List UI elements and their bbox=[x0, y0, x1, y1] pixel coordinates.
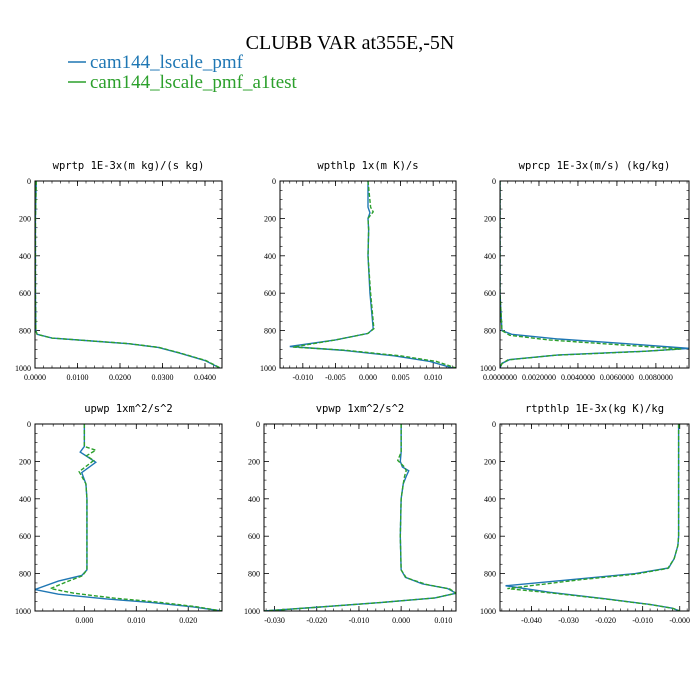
x-tick-label: -0.010 bbox=[292, 373, 313, 382]
y-tick-label: 1000 bbox=[480, 364, 496, 373]
series-line-2 bbox=[48, 424, 222, 611]
x-tick-label: 0.0000000 bbox=[483, 373, 517, 382]
plot-frame bbox=[279, 180, 457, 369]
panel-title: rtpthlp 1E-3x(kg K)/kg bbox=[525, 403, 664, 415]
plot-frame bbox=[499, 180, 690, 369]
x-tick-label: -0.020 bbox=[306, 616, 327, 625]
y-tick-label: 800 bbox=[19, 570, 31, 579]
panel-title: wprtp 1E-3x(m kg)/(s kg) bbox=[53, 160, 205, 172]
plot-frame bbox=[34, 180, 223, 369]
y-tick-label: 200 bbox=[19, 214, 31, 223]
y-tick-label: 1000 bbox=[15, 364, 31, 373]
panels: wprtp 1E-3x(m kg)/(s kg) 0 200 400 600 800 100… bbox=[15, 160, 690, 625]
y-tick-label: 600 bbox=[484, 289, 496, 298]
y-tick-label: 200 bbox=[264, 214, 276, 223]
y-tick-label: 800 bbox=[248, 570, 260, 579]
y-tick-label: 0 bbox=[492, 420, 496, 429]
y-tick-label: 400 bbox=[19, 495, 31, 504]
panel-title: wpthlp 1x(m K)/s bbox=[317, 160, 418, 172]
x-tick-label: 0.0100 bbox=[67, 373, 89, 382]
series-line-2 bbox=[264, 424, 456, 611]
x-tick-label: -0.030 bbox=[558, 616, 579, 625]
y-tick-label: 400 bbox=[264, 252, 276, 261]
panel-title: upwp 1xm^2/s^2 bbox=[84, 403, 173, 415]
x-tick-label: -0.010 bbox=[349, 616, 370, 625]
x-tick-label: -0.040 bbox=[521, 616, 542, 625]
series-line-1 bbox=[500, 181, 689, 368]
series-line-1 bbox=[35, 181, 221, 368]
series-line-2 bbox=[507, 424, 680, 611]
panel-1: wprtp 1E-3x(m kg)/(s kg) 0 200 400 600 800 100… bbox=[15, 160, 223, 382]
series-line-1 bbox=[505, 424, 680, 611]
legend-label-2: cam144_lscale_pmf_a1test bbox=[90, 72, 298, 93]
y-tick-label: 600 bbox=[19, 532, 31, 541]
x-tick-label: 0.020 bbox=[179, 616, 197, 625]
x-tick-label: 0.010 bbox=[434, 616, 452, 625]
figure-title: CLUBB VAR at355E,-5N bbox=[246, 32, 455, 54]
y-tick-label: 400 bbox=[19, 252, 31, 261]
x-tick-label: 0.0080000 bbox=[639, 373, 673, 382]
y-tick-label: 600 bbox=[264, 289, 276, 298]
x-tick-label: 0.0060000 bbox=[600, 373, 634, 382]
series-line-2 bbox=[500, 181, 682, 368]
y-tick-label: 400 bbox=[484, 495, 496, 504]
y-tick-label: 1000 bbox=[244, 607, 260, 616]
legend: cam144_lscale_pmf cam144_lscale_pmf_a1te… bbox=[68, 52, 298, 93]
x-tick-label: 0.0400 bbox=[194, 373, 216, 382]
x-tick-label: -0.010 bbox=[632, 616, 653, 625]
y-tick-label: 0 bbox=[492, 177, 496, 186]
x-tick-label: -0.020 bbox=[595, 616, 616, 625]
y-tick-label: 1000 bbox=[480, 607, 496, 616]
legend-label-1: cam144_lscale_pmf bbox=[90, 52, 244, 73]
plot-frame bbox=[263, 423, 457, 612]
y-tick-label: 400 bbox=[248, 495, 260, 504]
y-tick-label: 800 bbox=[484, 327, 496, 336]
y-tick-label: 0 bbox=[272, 177, 276, 186]
plot-frame bbox=[499, 423, 690, 612]
y-tick-label: 400 bbox=[484, 252, 496, 261]
y-tick-label: 200 bbox=[484, 214, 496, 223]
panel-3: wprcp 1E-3x(m/s) (kg/kg) 0 200 400 600 800 100… bbox=[480, 160, 690, 382]
x-tick-label: -0.000 bbox=[669, 616, 690, 625]
x-tick-label: -0.005 bbox=[325, 373, 346, 382]
plot-frame bbox=[34, 423, 223, 612]
y-tick-label: 600 bbox=[484, 532, 496, 541]
x-tick-label: 0.0020000 bbox=[522, 373, 556, 382]
y-tick-label: 600 bbox=[248, 532, 260, 541]
y-tick-label: 800 bbox=[484, 570, 496, 579]
series-line-1 bbox=[289, 181, 453, 368]
panel-6: rtpthlp 1E-3x(kg K)/kg 0 200 400 600 800 1000 -… bbox=[480, 403, 690, 625]
series-line-1 bbox=[264, 424, 456, 611]
series-line-2 bbox=[292, 181, 456, 368]
x-tick-label: 0.000 bbox=[75, 616, 93, 625]
x-tick-label: 0.010 bbox=[127, 616, 145, 625]
y-tick-label: 800 bbox=[264, 327, 276, 336]
y-tick-label: 0 bbox=[27, 177, 31, 186]
y-tick-label: 200 bbox=[19, 457, 31, 466]
x-tick-label: 0.0040000 bbox=[561, 373, 595, 382]
x-tick-label: 0.0000 bbox=[24, 373, 46, 382]
x-tick-label: 0.005 bbox=[392, 373, 410, 382]
panel-title: wprcp 1E-3x(m/s) (kg/kg) bbox=[519, 160, 671, 172]
y-tick-label: 600 bbox=[19, 289, 31, 298]
y-tick-label: 0 bbox=[256, 420, 260, 429]
panel-5: vpwp 1xm^2/s^2 0 200 400 600 800 1000 -0.030 -0.… bbox=[244, 403, 457, 625]
y-tick-label: 200 bbox=[484, 457, 496, 466]
y-tick-label: 200 bbox=[248, 457, 260, 466]
x-tick-label: 0.0300 bbox=[152, 373, 174, 382]
y-tick-label: 1000 bbox=[15, 607, 31, 616]
series-line-2 bbox=[35, 181, 221, 368]
panel-2: wpthlp 1x(m K)/s 0 200 400 600 800 1000 -0.010 -… bbox=[260, 160, 457, 382]
x-tick-label: -0.030 bbox=[264, 616, 285, 625]
x-tick-label: 0.0200 bbox=[109, 373, 131, 382]
y-tick-label: 0 bbox=[27, 420, 31, 429]
x-tick-label: 0.000 bbox=[359, 373, 377, 382]
panel-title: vpwp 1xm^2/s^2 bbox=[316, 403, 405, 415]
x-tick-label: 0.000 bbox=[392, 616, 410, 625]
x-tick-label: 0.010 bbox=[424, 373, 442, 382]
y-tick-label: 1000 bbox=[260, 364, 276, 373]
panel-4: upwp 1xm^2/s^2 0 200 400 600 800 1000 0.000 0.01… bbox=[15, 403, 223, 625]
y-tick-label: 800 bbox=[19, 327, 31, 336]
